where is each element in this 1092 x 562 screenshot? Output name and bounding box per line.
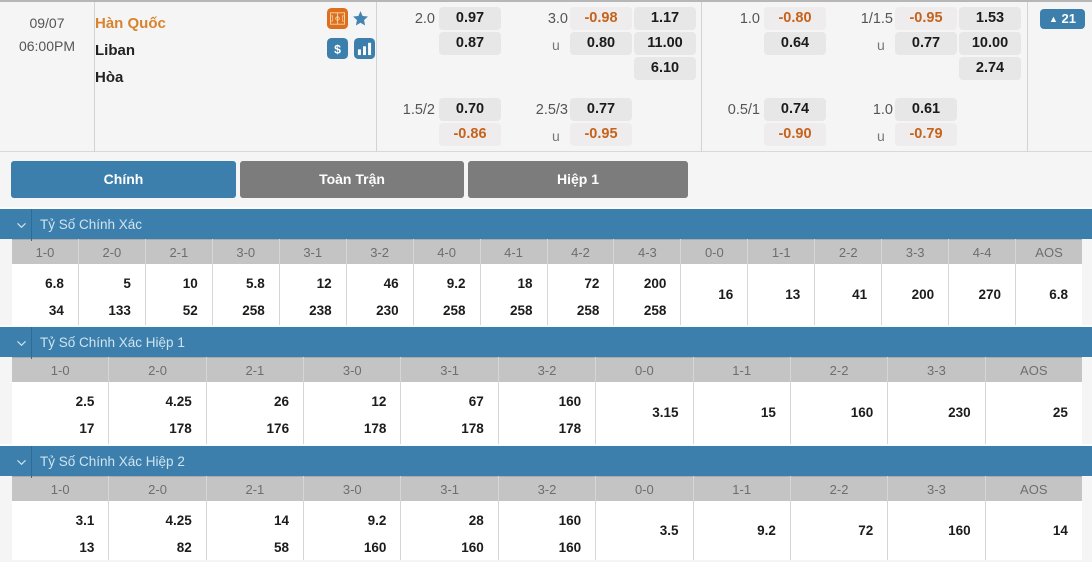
svg-text:$: $ [334, 42, 341, 56]
